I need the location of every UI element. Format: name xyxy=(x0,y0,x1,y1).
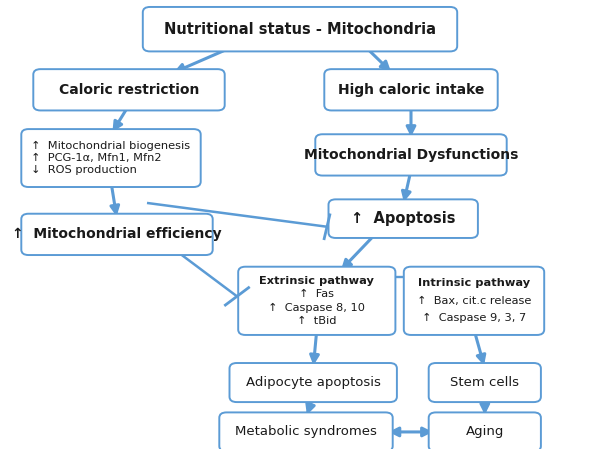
FancyBboxPatch shape xyxy=(229,363,397,402)
Text: Metabolic syndromes: Metabolic syndromes xyxy=(235,426,377,438)
Text: Extrinsic pathway: Extrinsic pathway xyxy=(259,276,374,286)
Text: ↑  Caspase 8, 10: ↑ Caspase 8, 10 xyxy=(268,303,365,313)
Text: Intrinsic pathway: Intrinsic pathway xyxy=(418,278,530,288)
Text: Stem cells: Stem cells xyxy=(450,376,519,389)
Text: ↑  Apoptosis: ↑ Apoptosis xyxy=(351,211,455,226)
Text: ↑  Mitochondrial efficiency: ↑ Mitochondrial efficiency xyxy=(12,227,222,242)
FancyBboxPatch shape xyxy=(143,7,457,51)
FancyBboxPatch shape xyxy=(428,412,541,449)
FancyBboxPatch shape xyxy=(316,134,507,176)
Text: ↑  Caspase 9, 3, 7: ↑ Caspase 9, 3, 7 xyxy=(422,313,526,323)
FancyBboxPatch shape xyxy=(21,129,201,187)
Text: Adipocyte apoptosis: Adipocyte apoptosis xyxy=(246,376,380,389)
FancyBboxPatch shape xyxy=(22,214,213,255)
Text: ↑  tBid: ↑ tBid xyxy=(297,316,337,326)
FancyBboxPatch shape xyxy=(238,267,395,335)
FancyBboxPatch shape xyxy=(220,412,393,449)
FancyBboxPatch shape xyxy=(428,363,541,402)
Text: Caloric restriction: Caloric restriction xyxy=(59,83,199,97)
Text: ↑  Fas: ↑ Fas xyxy=(299,289,334,299)
FancyBboxPatch shape xyxy=(404,267,544,335)
Text: ↑  Mitochondrial biogenesis
↑  PCG-1α, Mfn1, Mfn2
↓  ROS production: ↑ Mitochondrial biogenesis ↑ PCG-1α, Mfn… xyxy=(31,141,191,175)
FancyBboxPatch shape xyxy=(325,69,498,110)
Text: Nutritional status - Mitochondria: Nutritional status - Mitochondria xyxy=(164,22,436,37)
Text: ↑  Bax, cit.c release: ↑ Bax, cit.c release xyxy=(417,296,531,306)
Text: High caloric intake: High caloric intake xyxy=(338,83,484,97)
Text: Aging: Aging xyxy=(466,426,504,438)
FancyBboxPatch shape xyxy=(329,199,478,238)
Text: Mitochondrial Dysfunctions: Mitochondrial Dysfunctions xyxy=(304,148,518,162)
FancyBboxPatch shape xyxy=(34,69,224,110)
